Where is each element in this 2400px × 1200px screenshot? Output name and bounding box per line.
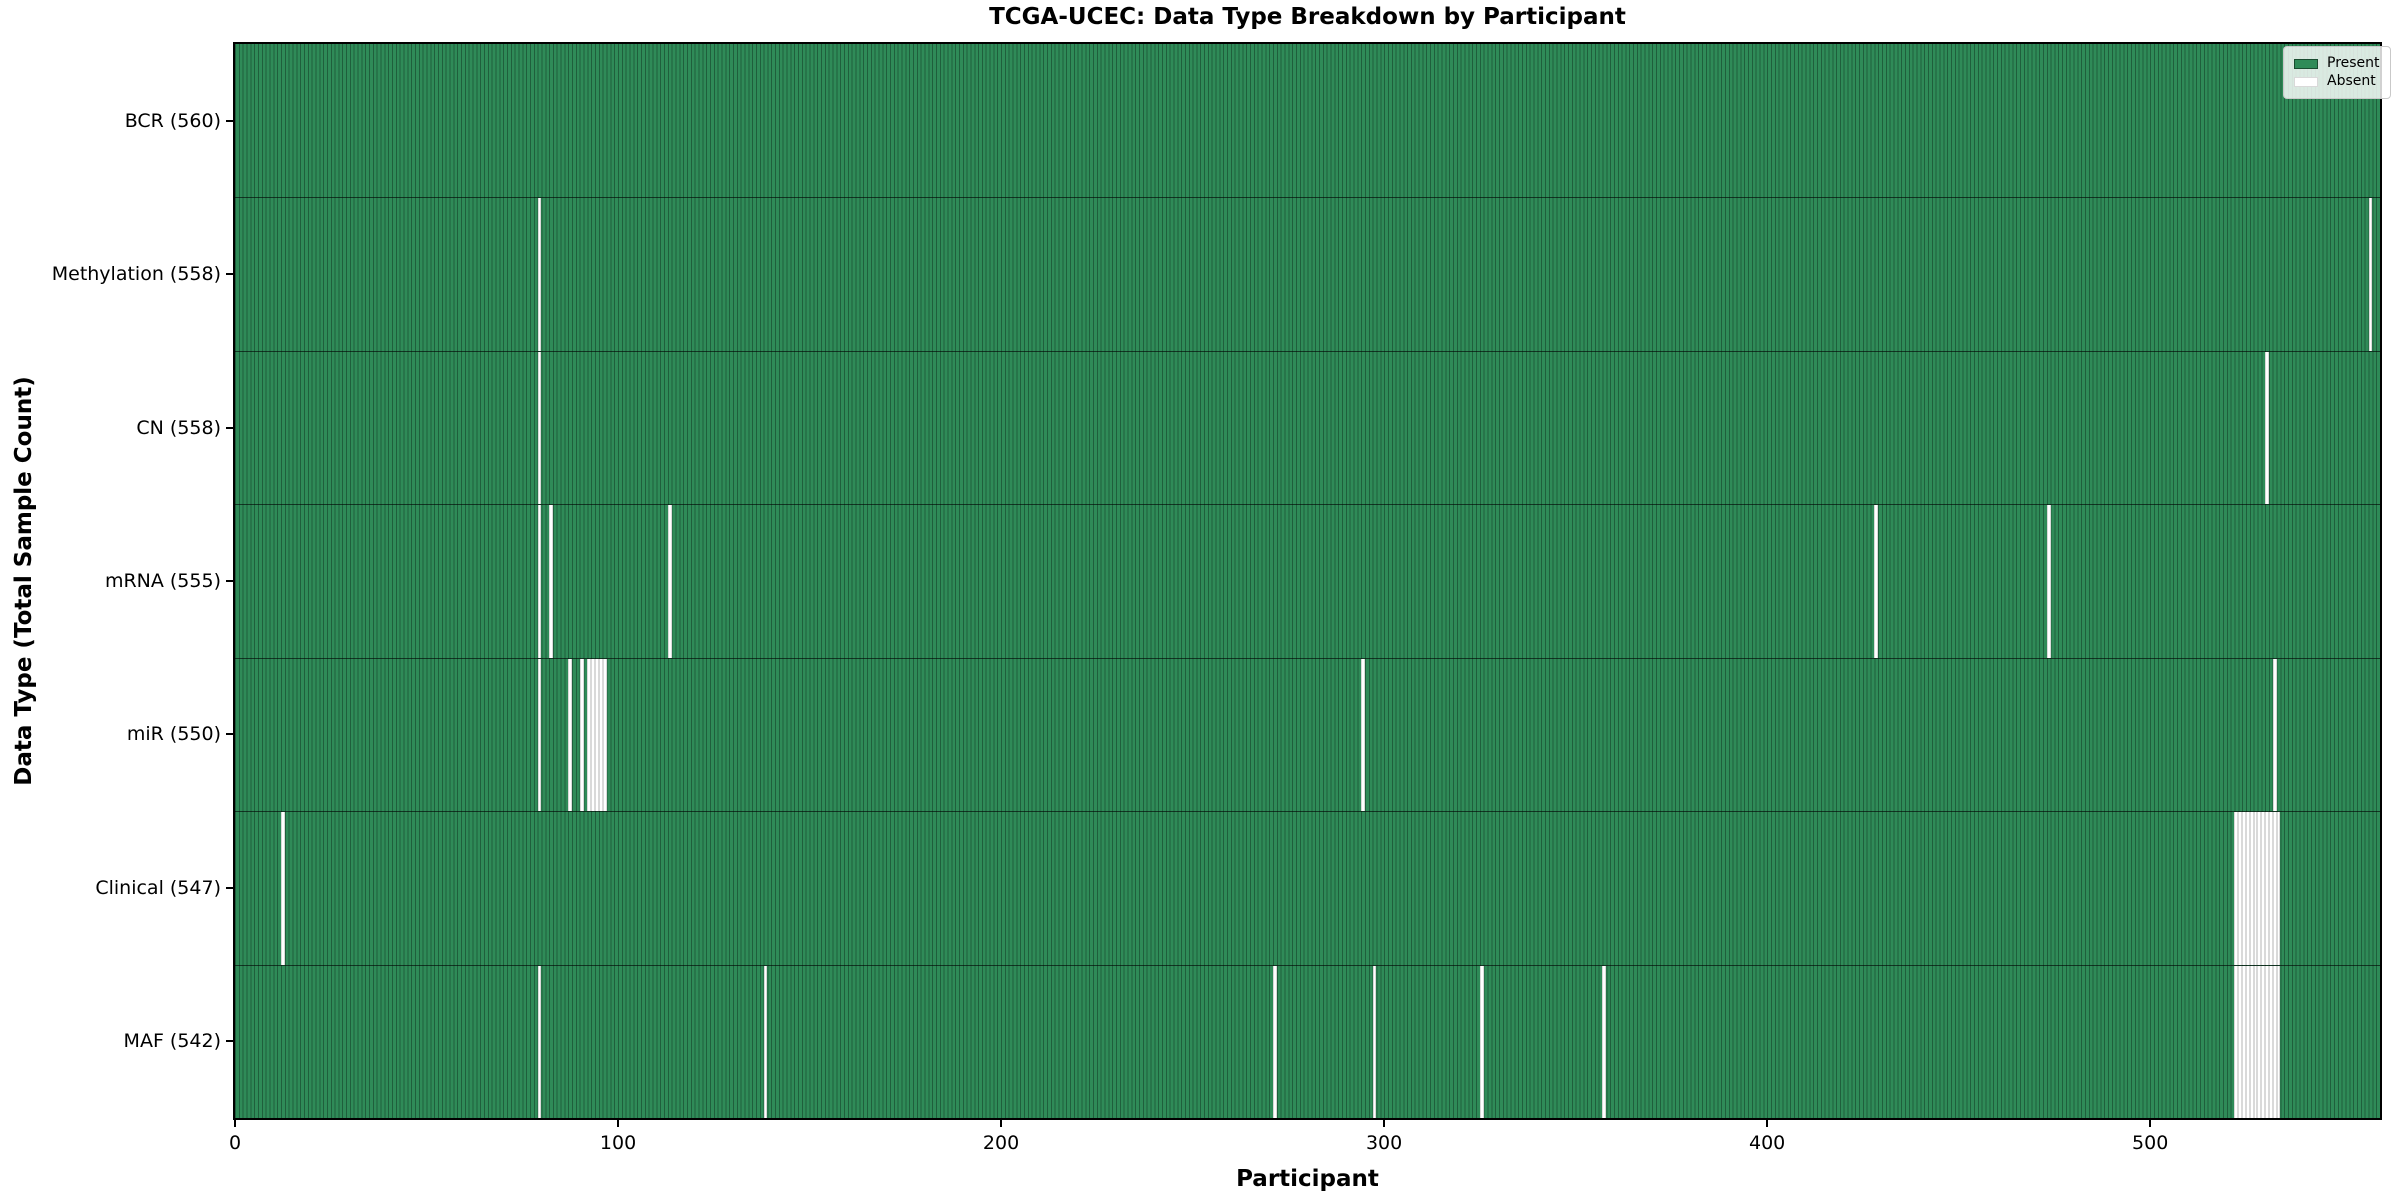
- absent-cell: [2234, 812, 2239, 965]
- absent-cell: [2257, 812, 2262, 965]
- absent-cell: [595, 658, 599, 812]
- x-tick-label: 400: [1749, 1132, 1786, 1154]
- absent-cell: [280, 812, 285, 965]
- absent-cell: [667, 505, 672, 658]
- absent-cell: [549, 505, 553, 658]
- absent-cell: [2265, 351, 2269, 505]
- absent-cell: [579, 658, 584, 812]
- absent-cell: [537, 198, 542, 351]
- absent-cell: [1479, 965, 1484, 1118]
- absent-cell: [2276, 965, 2281, 1118]
- absent-cell: [587, 658, 592, 812]
- absent-cell: [2257, 965, 2262, 1118]
- row-band-clinical: [235, 811, 2380, 965]
- y-tick-label: MAF (542): [123, 1030, 221, 1053]
- plot-area: [233, 42, 2382, 1120]
- x-tick: [2149, 1120, 2152, 1127]
- x-tick-label: 100: [599, 1132, 637, 1154]
- absent-cell: [537, 505, 542, 658]
- absent-cell: [2245, 965, 2250, 1118]
- absent-cell: [2245, 812, 2250, 965]
- absent-cell: [763, 965, 768, 1118]
- y-tick: [226, 733, 233, 736]
- x-tick-label: 500: [2132, 1132, 2169, 1154]
- x-tick: [1000, 1120, 1003, 1127]
- x-tick: [1766, 1120, 1769, 1127]
- absent-cell: [537, 351, 542, 505]
- absent-cell: [2268, 812, 2273, 965]
- x-tick-label: 300: [1365, 1132, 1403, 1154]
- absent-cell: [2242, 965, 2246, 1118]
- absent-cell: [2261, 812, 2266, 965]
- absent-cell: [2265, 812, 2269, 965]
- y-tick-label: miR (550): [126, 723, 221, 746]
- x-tick: [234, 1120, 236, 1127]
- absent-cell: [2261, 965, 2266, 1118]
- absent-cell: [2272, 965, 2277, 1118]
- absent-cell: [2268, 965, 2273, 1118]
- y-tick: [226, 886, 233, 889]
- absent-cell: [2242, 812, 2246, 965]
- x-tick: [617, 1120, 620, 1127]
- legend-swatch-present-icon: [2294, 58, 2318, 69]
- absent-cell: [2234, 965, 2239, 1118]
- y-tick: [226, 273, 233, 276]
- y-tick-label: Clinical (547): [95, 876, 221, 899]
- absent-cell: [2238, 965, 2243, 1118]
- absent-cell: [1361, 658, 1365, 812]
- absent-cell: [1874, 505, 1879, 658]
- absent-cell: [2046, 505, 2051, 658]
- legend: Present Absent: [2283, 46, 2391, 99]
- x-tick-label: 0: [228, 1132, 242, 1154]
- absent-cell: [537, 965, 542, 1118]
- absent-cell: [2276, 812, 2281, 965]
- absent-cell: [1602, 965, 1607, 1118]
- absent-cell: [2249, 965, 2254, 1118]
- row-band-maf: [235, 964, 2380, 1118]
- y-tick-label: Methylation (558): [51, 263, 221, 286]
- absent-cell: [2238, 812, 2243, 965]
- absent-cell: [591, 658, 596, 812]
- absent-cell: [537, 658, 542, 812]
- row-band-bcr: [235, 44, 2380, 198]
- y-tick: [226, 1040, 233, 1043]
- legend-swatch-absent-icon: [2294, 76, 2318, 87]
- legend-label-present: Present: [2327, 55, 2380, 71]
- absent-cell: [1273, 965, 1277, 1118]
- absent-cell: [568, 658, 573, 812]
- absent-cell: [2272, 658, 2277, 812]
- row-band-cn: [235, 350, 2380, 505]
- y-tick-label: BCR (560): [124, 109, 221, 132]
- row-band-mrna: [235, 504, 2380, 658]
- x-tick-label: 200: [982, 1132, 1020, 1154]
- absent-cell: [2265, 965, 2269, 1118]
- y-tick: [226, 426, 233, 429]
- y-tick-label: CN (558): [136, 416, 221, 439]
- y-tick: [226, 119, 233, 122]
- absent-cell: [2249, 812, 2254, 965]
- legend-item-present: Present: [2294, 55, 2380, 72]
- absent-cell: [2368, 198, 2373, 351]
- chart-title: TCGA-UCEC: Data Type Breakdown by Partic…: [989, 4, 1626, 30]
- absent-cell: [2253, 812, 2258, 965]
- legend-label-absent: Absent: [2327, 73, 2376, 89]
- absent-cell: [2272, 812, 2277, 965]
- absent-cell: [2253, 965, 2258, 1118]
- row-band-methylation: [235, 197, 2380, 351]
- absent-cell: [602, 658, 607, 812]
- absent-cell: [598, 658, 603, 812]
- legend-item-absent: Absent: [2294, 73, 2380, 90]
- x-axis-label: Participant: [1236, 1166, 1379, 1192]
- row-band-mir: [235, 657, 2380, 812]
- y-tick: [226, 580, 233, 582]
- x-tick: [1383, 1120, 1386, 1127]
- absent-cell: [1372, 965, 1377, 1118]
- y-tick-label: mRNA (555): [104, 570, 221, 592]
